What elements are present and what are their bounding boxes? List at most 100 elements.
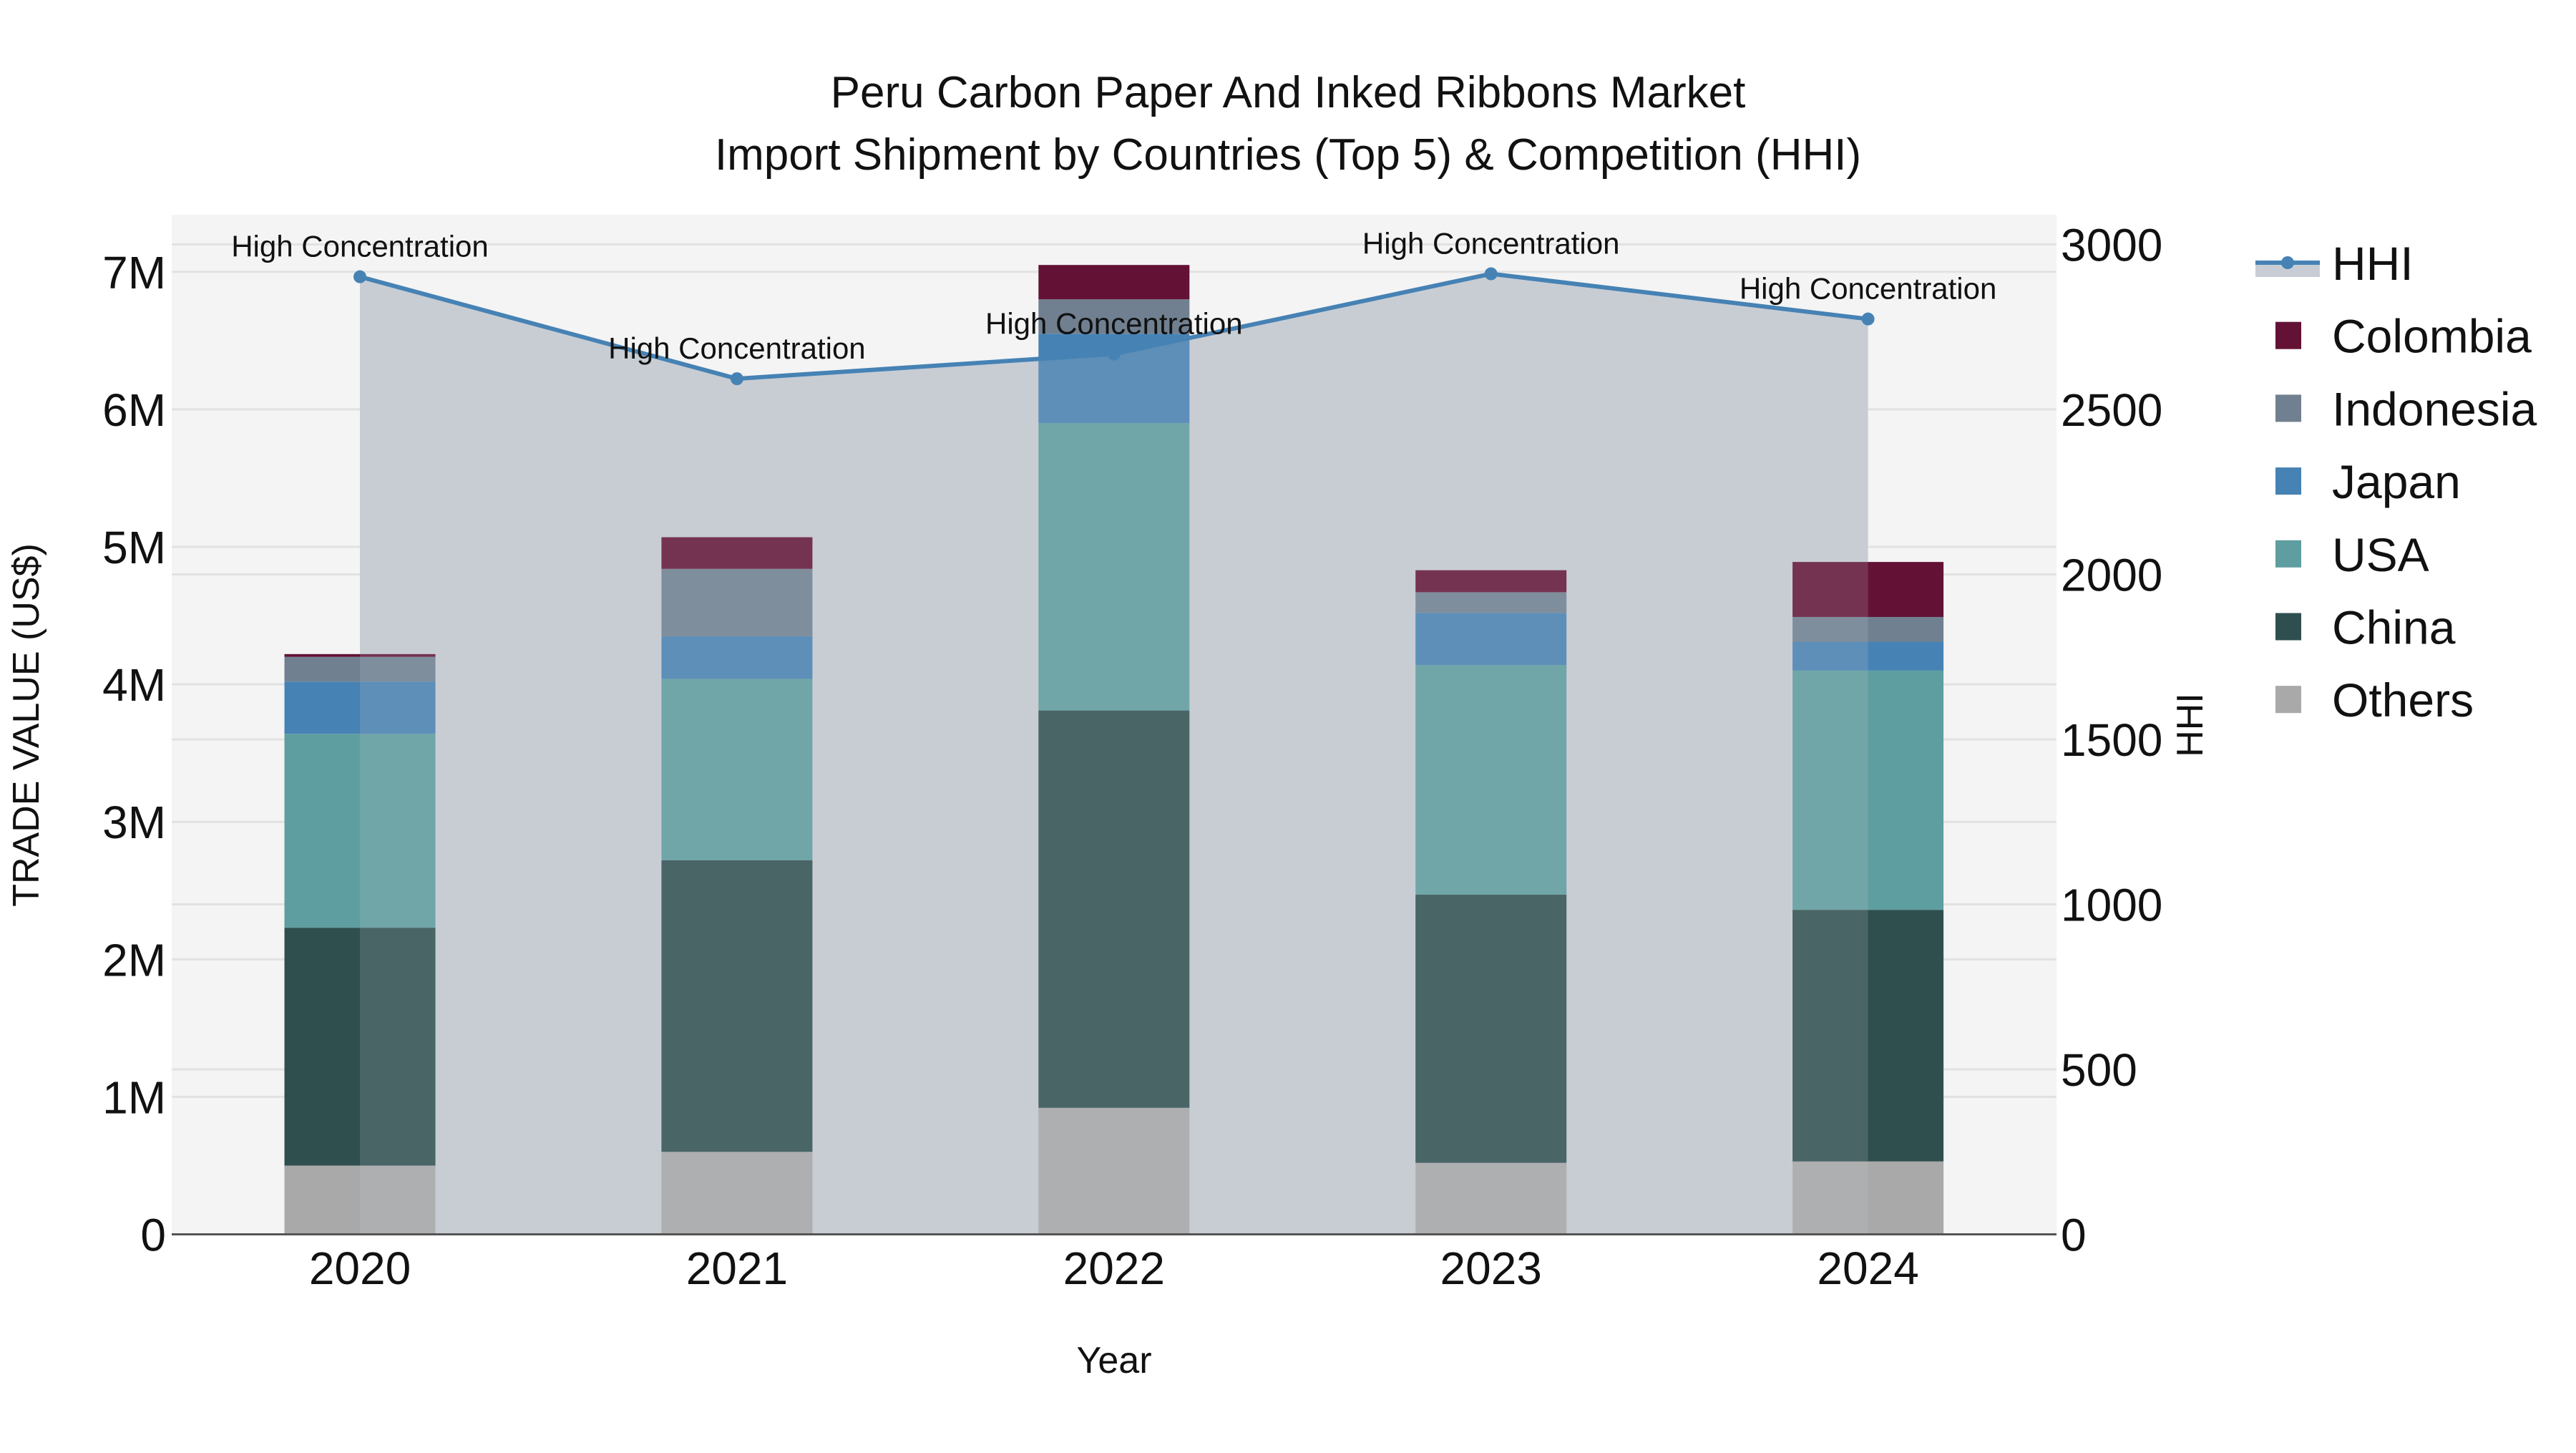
- y-right-tick: 3000: [2061, 220, 2162, 271]
- hhi-markers: [353, 267, 1875, 386]
- hhi-annotation-label: High Concentration: [231, 230, 489, 263]
- x-tick-labels: 2020 2021 2022 2023 2024: [309, 1243, 1919, 1294]
- y-right-tick: 1500: [2061, 714, 2162, 766]
- bar-stack-2020[interactable]: [284, 653, 436, 1235]
- legend-swatch-icon: [2275, 686, 2301, 714]
- legend-label: USA: [2332, 528, 2429, 581]
- y-right-tick: 500: [2061, 1044, 2137, 1096]
- hhi-annotations: High Concentration High Concentration High…: [231, 227, 1996, 366]
- bar-segment-others[interactable]: [1038, 1107, 1190, 1235]
- bar-segment-china[interactable]: [661, 860, 813, 1152]
- legend-label: China: [2332, 601, 2456, 654]
- y-left-tick: 7M: [102, 247, 166, 298]
- legend-item-colombia[interactable]: Colombia: [2275, 310, 2532, 363]
- bar-segment-china[interactable]: [1038, 710, 1190, 1108]
- y-left-tick: 6M: [102, 384, 166, 436]
- legend-item-japan[interactable]: Japan: [2275, 455, 2461, 508]
- y-left-tick-labels: 0 1M 2M 3M 4M 5M 6M 7M: [102, 247, 166, 1261]
- hhi-annotation-label: High Concentration: [985, 307, 1243, 341]
- bar-segment-colombia[interactable]: [1792, 562, 1944, 617]
- bar-segment-colombia[interactable]: [1038, 265, 1190, 300]
- y-left-tick: 3M: [102, 797, 166, 848]
- bar-segment-colombia[interactable]: [661, 537, 813, 569]
- x-tick-2021: 2021: [686, 1243, 788, 1294]
- legend-label: Japan: [2332, 455, 2461, 508]
- legend-area-swatch: [2255, 263, 2320, 277]
- legend-label: Colombia: [2332, 310, 2532, 363]
- x-tick-2024: 2024: [1817, 1243, 1918, 1294]
- hhi-annotation-label: High Concentration: [1740, 272, 1997, 306]
- hhi-annotation-label: High Concentration: [1362, 227, 1620, 261]
- bar-segment-china[interactable]: [1792, 910, 1944, 1162]
- hhi-area-overlay: [360, 273, 1868, 1235]
- legend-swatch-icon: [2275, 613, 2301, 641]
- bar-segment-china[interactable]: [284, 928, 436, 1166]
- bar-segment-others[interactable]: [661, 1152, 813, 1235]
- bar-segment-colombia[interactable]: [284, 653, 436, 657]
- x-tick-2023: 2023: [1440, 1243, 1542, 1294]
- bar-segment-usa[interactable]: [1038, 423, 1190, 711]
- bar-segment-usa[interactable]: [284, 734, 436, 928]
- bar-segment-japan[interactable]: [661, 636, 813, 679]
- bar-segment-indonesia[interactable]: [1792, 616, 1944, 642]
- y-right-tick: 2000: [2061, 550, 2162, 601]
- bar-segment-japan[interactable]: [1415, 613, 1567, 666]
- bar-segment-others[interactable]: [284, 1165, 436, 1235]
- legend-label: Indonesia: [2332, 382, 2537, 435]
- y-right-axis-title: HHI: [2170, 693, 2211, 757]
- bar-segment-indonesia[interactable]: [661, 568, 813, 636]
- legend-label: Others: [2332, 674, 2474, 726]
- bar-stack-2024[interactable]: [1792, 562, 1944, 1235]
- y-right-tick: 2500: [2061, 384, 2162, 436]
- chart-title-line-2: Import Shipment by Countries (Top 5) & C…: [715, 130, 1861, 180]
- bar-segment-japan[interactable]: [1792, 641, 1944, 671]
- bar-segment-japan[interactable]: [284, 681, 436, 734]
- legend-item-china[interactable]: China: [2275, 601, 2456, 654]
- hhi-marker[interactable]: [730, 372, 743, 386]
- y-left-tick: 2M: [102, 934, 166, 986]
- bar-segment-indonesia[interactable]: [284, 656, 436, 682]
- bar-segment-colombia[interactable]: [1415, 570, 1567, 593]
- x-tick-2020: 2020: [309, 1243, 411, 1294]
- hhi-marker[interactable]: [1861, 312, 1875, 326]
- bar-stack-2023[interactable]: [1415, 570, 1567, 1235]
- bar-segment-indonesia[interactable]: [1415, 592, 1567, 613]
- bar-stack-2022[interactable]: [1038, 265, 1190, 1235]
- y-right-tick: 1000: [2061, 880, 2162, 931]
- legend-label: HHI: [2332, 237, 2414, 290]
- legend-swatch-icon: [2275, 540, 2301, 568]
- legend-item-others[interactable]: Others: [2275, 674, 2474, 726]
- y-right-tick: 0: [2061, 1210, 2087, 1261]
- legend-marker-icon: [2281, 256, 2294, 269]
- hhi-marker[interactable]: [1484, 267, 1498, 281]
- bar-segment-others[interactable]: [1792, 1161, 1944, 1235]
- legend-item-hhi[interactable]: HHI: [2255, 237, 2414, 290]
- stacked-bars: [284, 265, 1944, 1235]
- bar-segment-others[interactable]: [1415, 1162, 1567, 1235]
- bar-segment-usa[interactable]: [1792, 670, 1944, 910]
- bar-segment-usa[interactable]: [661, 679, 813, 860]
- y-left-tick: 4M: [102, 659, 166, 711]
- legend-item-indonesia[interactable]: Indonesia: [2275, 382, 2537, 435]
- bar-segment-usa[interactable]: [1415, 665, 1567, 895]
- legend-item-usa[interactable]: USA: [2275, 528, 2429, 581]
- y-left-tick: 1M: [102, 1071, 166, 1123]
- y-left-tick: 5M: [102, 522, 166, 573]
- y-left-tick: 0: [140, 1210, 166, 1261]
- legend-swatch-icon: [2275, 394, 2301, 422]
- bar-segment-indonesia[interactable]: [1038, 299, 1190, 334]
- bar-segment-china[interactable]: [1415, 895, 1567, 1163]
- hhi-annotation-label: High Concentration: [608, 331, 866, 365]
- x-tick-2022: 2022: [1063, 1243, 1165, 1294]
- legend: HHI Colombia Indonesia Japan USA China Others: [2255, 237, 2537, 726]
- legend-swatch-icon: [2275, 467, 2301, 495]
- chart-title-line-1: Peru Carbon Paper And Inked Ribbons Mark…: [831, 68, 1746, 117]
- x-axis-title: Year: [1076, 1340, 1151, 1381]
- hhi-marker[interactable]: [1107, 347, 1121, 361]
- y-right-tick-labels: 0 500 1000 1500 2000 2500 3000: [2061, 220, 2162, 1261]
- y-left-axis-title: TRADE VALUE (US$): [6, 543, 47, 907]
- hhi-marker[interactable]: [353, 270, 366, 283]
- bar-stack-2021[interactable]: [661, 537, 813, 1235]
- legend-swatch-icon: [2275, 321, 2301, 349]
